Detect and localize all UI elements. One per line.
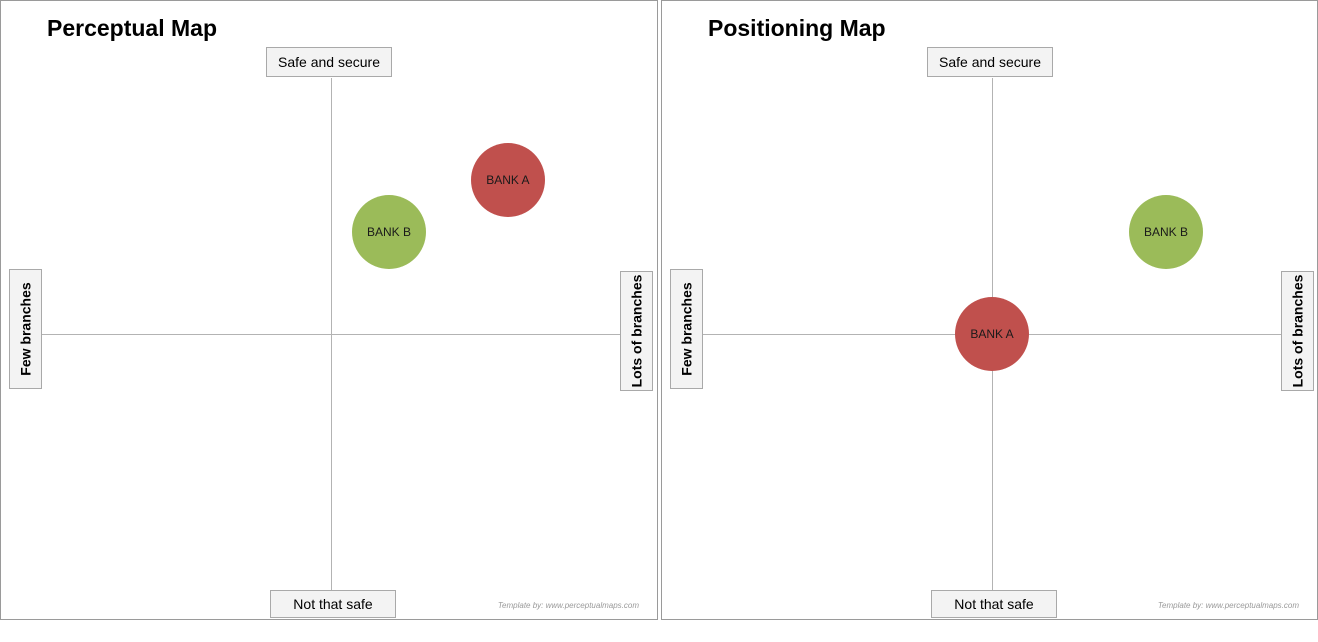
horizontal-axis — [42, 334, 620, 335]
bank-b-bubble[interactable]: BANK B — [352, 194, 426, 269]
axis-label-left-text: Few branches — [678, 282, 695, 376]
axis-label-right-text: Lots of branches — [1289, 274, 1306, 388]
bank-a-bubble[interactable]: BANK A — [955, 297, 1029, 371]
bank-a-bubble[interactable]: BANK A — [470, 143, 545, 218]
axis-label-left-text: Few branches — [17, 282, 34, 376]
axis-label-top: Safe and secure — [927, 47, 1053, 77]
template-credit: Template by: www.perceptualmaps.com — [497, 601, 639, 610]
perceptual-map-panel: Perceptual Map Safe and secure Not that … — [0, 0, 658, 620]
axis-label-bottom: Not that safe — [270, 590, 396, 618]
axis-label-right: Lots of branches — [1281, 271, 1314, 391]
template-credit: Template by: www.perceptualmaps.com — [1157, 601, 1299, 610]
bank-b-bubble[interactable]: BANK B — [1129, 194, 1203, 269]
axis-label-right-text: Lots of branches — [628, 274, 645, 388]
axis-label-left: Few branches — [9, 269, 42, 389]
positioning-map-panel: Positioning Map Safe and secure Not that… — [661, 0, 1318, 620]
axis-label-right: Lots of branches — [620, 271, 653, 391]
map-title: Positioning Map — [708, 15, 886, 41]
axis-label-left: Few branches — [670, 269, 703, 389]
axis-label-top: Safe and secure — [266, 47, 392, 77]
map-title: Perceptual Map — [47, 15, 217, 41]
axis-label-bottom: Not that safe — [931, 590, 1057, 618]
